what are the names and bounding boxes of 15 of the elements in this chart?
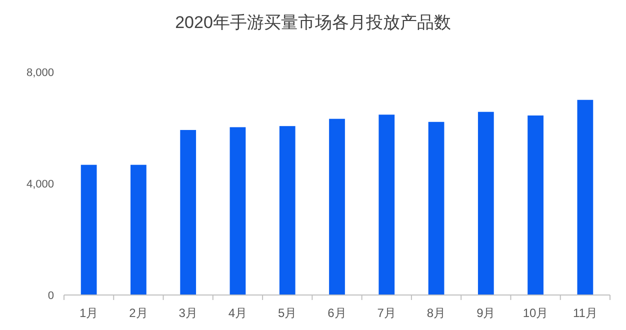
- ytick: 4,000: [26, 178, 54, 190]
- xtick: 8月: [426, 306, 446, 320]
- xtick: 9月: [476, 306, 496, 320]
- xtick: 4月: [228, 306, 248, 320]
- xtick: 7月: [377, 306, 396, 320]
- xtick: 6月: [328, 306, 346, 320]
- xtick: 3月: [178, 306, 198, 320]
- title: 2020年手游买量市场各月投放产品数: [175, 13, 451, 32]
- ytick: 8,000: [26, 67, 54, 79]
- ytick: 0: [48, 290, 54, 302]
- xtick: 2月: [129, 306, 148, 320]
- xtick: 11月: [572, 306, 598, 320]
- xtick: 10月: [522, 306, 548, 320]
- xtick: 5月: [278, 306, 297, 320]
- xtick: 1月: [79, 306, 98, 320]
